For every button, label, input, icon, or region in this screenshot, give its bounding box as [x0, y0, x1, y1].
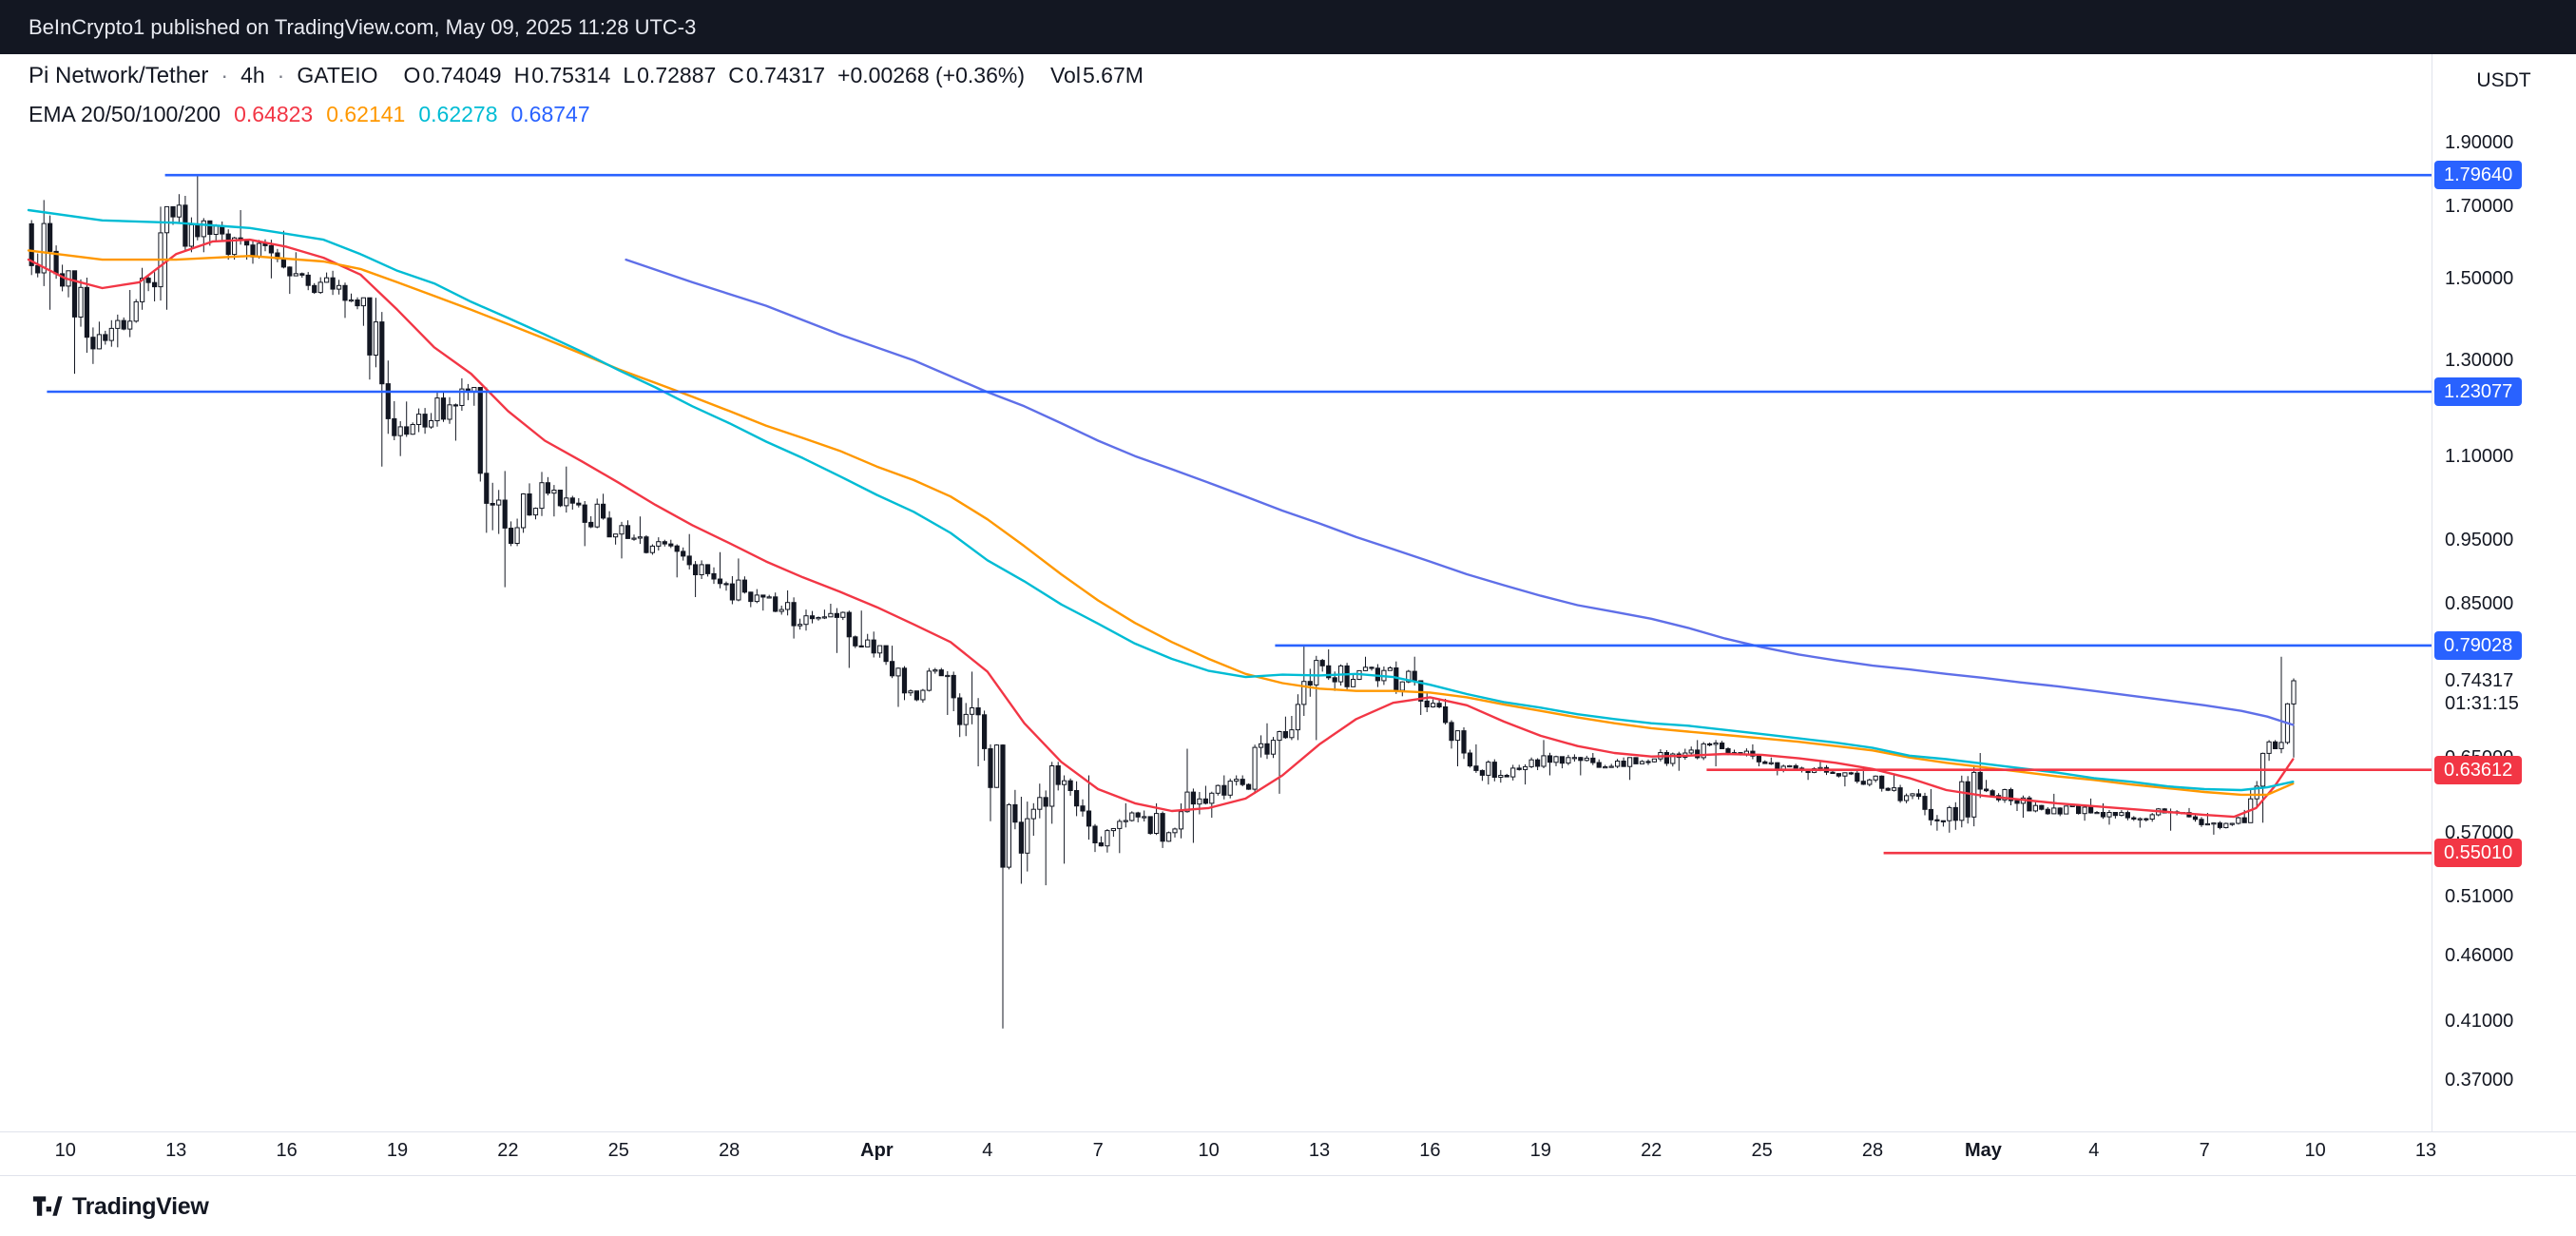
price-level-badge: 0.63612: [2434, 755, 2523, 784]
time-label: 4: [2088, 1140, 2100, 1161]
ema200-value: 0.68747: [510, 102, 590, 126]
symbol-title[interactable]: Pi Network/Tether: [29, 63, 209, 88]
time-label: 19: [386, 1140, 409, 1161]
ema-50-line: [27, 249, 2295, 797]
candlestick-series: [29, 175, 2297, 1029]
ema-20-line: [27, 238, 2295, 819]
time-label: 13: [1308, 1140, 1331, 1161]
time-label: Apr: [860, 1140, 894, 1161]
time-label: 19: [1529, 1140, 1551, 1161]
time-label: 7: [2199, 1140, 2210, 1161]
time-label: 22: [1641, 1140, 1663, 1161]
time-label: 7: [1092, 1140, 1104, 1161]
price-tick: 0.37000: [2445, 1070, 2514, 1091]
ema50-value: 0.62141: [326, 102, 406, 126]
price-tick: 1.30000: [2445, 350, 2514, 372]
price-tick: 1.90000: [2445, 132, 2514, 154]
price-level-badge: 0.79028: [2434, 630, 2523, 660]
ema20-value: 0.64823: [234, 102, 314, 126]
ohlc-close: C0.74317: [728, 63, 826, 87]
time-label: 16: [276, 1140, 298, 1161]
ema-200-line: [625, 258, 2295, 726]
separator-dot: ·: [221, 63, 229, 87]
price-level-badge: 1.23077: [2434, 377, 2523, 406]
footer-bar: TradingView: [0, 1175, 2576, 1236]
time-axis[interactable]: 10 13 16 19 22 25 28 Apr 4 7 10 13 16 19 22 25 28 May 4 7 10…: [0, 1131, 2436, 1175]
time-label: 28: [719, 1140, 740, 1161]
tradingview-logo[interactable]: TradingView: [32, 1193, 209, 1221]
ema-100-line: [27, 208, 2295, 792]
time-label: 28: [1861, 1140, 1884, 1161]
publish-bar: BeInCrypto1 published on TradingView.com…: [0, 0, 2576, 54]
ohlc-low: L0.72887: [623, 63, 717, 87]
time-label: 25: [607, 1140, 629, 1161]
ema100-value: 0.62278: [418, 102, 498, 126]
time-label: 10: [1198, 1140, 1220, 1161]
price-tick: 0.41000: [2445, 1011, 2514, 1033]
time-label: 10: [2304, 1140, 2326, 1161]
legend-row-main: Pi Network/Tether · 4h · GATEIO O0.74049…: [29, 63, 1144, 89]
volume-value: Vol5.67M: [1049, 63, 1144, 87]
price-level-badge: 1.79640: [2434, 161, 2523, 190]
time-axis-border: [0, 1131, 2576, 1132]
time-label: 10: [54, 1140, 76, 1161]
price-tick: 0.51000: [2445, 885, 2514, 907]
price-tick: 0.95000: [2445, 530, 2514, 551]
publish-bar-text: BeInCrypto1 published on TradingView.com…: [29, 14, 697, 39]
bar-countdown: 01:31:15: [2445, 692, 2519, 714]
brand-text: TradingView: [72, 1192, 209, 1220]
time-label: May: [1964, 1140, 2002, 1161]
price-tick: 1.10000: [2445, 445, 2514, 467]
time-label: 4: [982, 1140, 993, 1161]
price-change: +0.00268 (+0.36%): [837, 63, 1025, 87]
separator-dot: ·: [277, 63, 285, 87]
ohlc-open: O0.74049: [403, 63, 502, 87]
price-tick: 0.46000: [2445, 944, 2514, 966]
exchange-label[interactable]: GATEIO: [297, 63, 378, 87]
ema-indicator-label[interactable]: EMA 20/50/100/200: [29, 102, 221, 126]
time-label: 16: [1419, 1140, 1441, 1161]
time-label: 25: [1751, 1140, 1773, 1161]
time-label: 13: [2414, 1140, 2437, 1161]
price-tick: 0.85000: [2445, 593, 2514, 615]
time-label: 22: [497, 1140, 519, 1161]
current-price-label: 0.74317: [2445, 669, 2514, 691]
legend-row-ema: EMA 20/50/100/200 0.64823 0.62141 0.6227…: [29, 102, 1144, 127]
tradingview-mark-icon: [32, 1196, 63, 1216]
currency-label: USDT: [2476, 69, 2531, 91]
price-tick: 1.50000: [2445, 267, 2514, 289]
price-axis[interactable]: USDT 1.90000 1.70000 1.50000 1.30000 1.10000…: [2432, 54, 2576, 1131]
chart-legend: Pi Network/Tether · 4h · GATEIO O0.74049…: [29, 63, 1144, 127]
ohlc-high: H0.75314: [513, 63, 611, 87]
price-tick: 0.57000: [2445, 821, 2514, 843]
interval-label[interactable]: 4h: [240, 63, 265, 87]
price-tick: 1.70000: [2445, 196, 2514, 218]
time-label: 13: [165, 1140, 187, 1161]
price-level-badge: 0.55010: [2434, 839, 2523, 868]
